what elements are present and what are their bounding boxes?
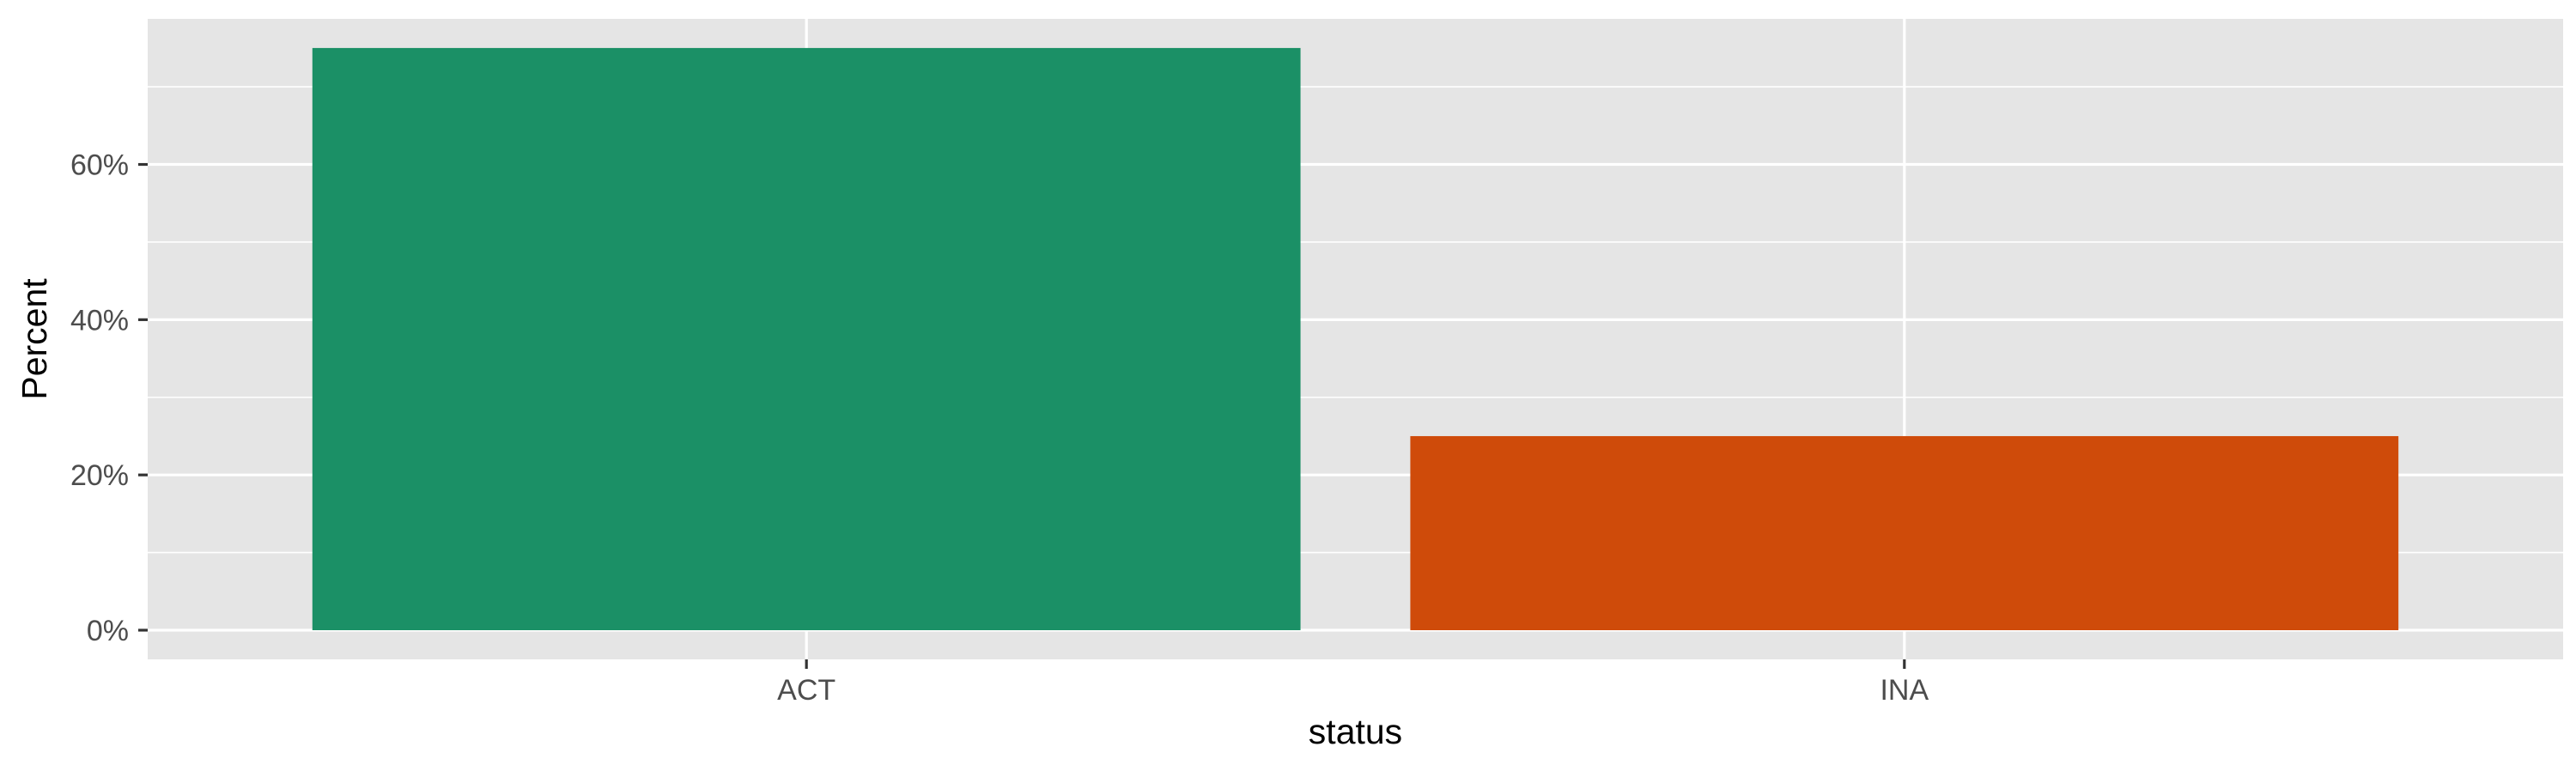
y-tick-label: 0% <box>87 615 129 647</box>
x-axis-title: status <box>1309 712 1402 751</box>
y-tick-label: 40% <box>70 304 129 337</box>
x-axis: ACT INA <box>777 659 1929 707</box>
x-tick-label: INA <box>1880 674 1929 707</box>
bar-act <box>312 47 1301 630</box>
bar-ina <box>1410 435 2399 630</box>
bars <box>312 47 2399 630</box>
y-tick-label: 20% <box>70 459 129 492</box>
y-axis: 0% 20% 40% 60% <box>70 149 148 647</box>
y-tick-label: 60% <box>70 149 129 182</box>
x-tick-label: ACT <box>777 674 835 707</box>
y-axis-title: Percent <box>15 278 54 400</box>
